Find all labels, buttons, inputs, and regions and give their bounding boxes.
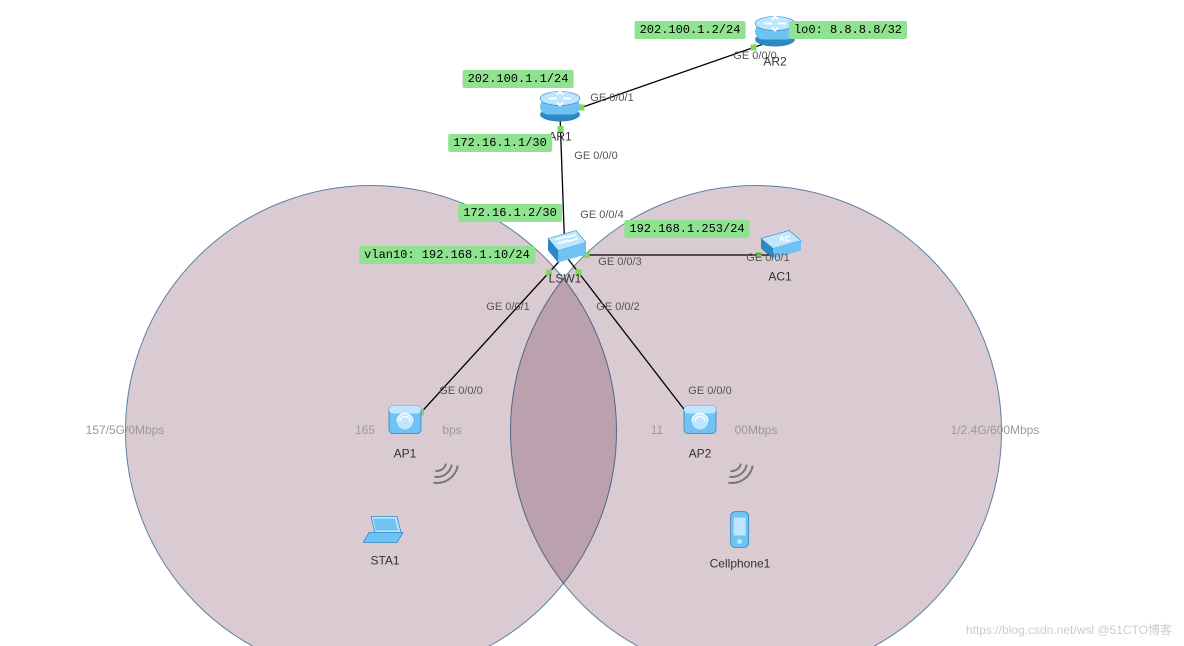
router-icon (537, 87, 583, 128)
port-label: GE 0/0/0 (733, 50, 776, 62)
ip-label: 192.168.1.253/24 (624, 220, 749, 238)
device-label: STA1 (363, 554, 407, 568)
port-label: GE 0/0/3 (598, 256, 641, 268)
radio-info-label: 11 (651, 423, 663, 437)
radio-info-label: 165 (355, 423, 375, 437)
ip-label: 202.100.1.2/24 (635, 21, 746, 39)
port-label: GE 0/0/1 (486, 301, 529, 313)
device-label: LSW1 (542, 272, 588, 286)
radio-info-label: 157/5G/0Mbps (86, 423, 165, 437)
radio-info-label: 1/2.4G/600Mbps (951, 423, 1040, 437)
phone-icon (728, 510, 752, 555)
port-label: GE 0/0/0 (439, 385, 482, 397)
radio-info-label: 00Mbps (735, 423, 778, 437)
switch-icon (542, 225, 588, 270)
port-label: GE 0/0/0 (574, 150, 617, 162)
device-label: Cellphone1 (710, 557, 771, 571)
port-label: GE 0/0/4 (580, 209, 623, 221)
port-label: GE 0/0/2 (596, 301, 639, 313)
port-label: GE 0/0/0 (688, 385, 731, 397)
device-lsw1[interactable]: LSW1 (542, 225, 588, 286)
ap-icon (385, 400, 425, 445)
device-cp1[interactable]: Cellphone1 (710, 510, 771, 571)
ip-label: 172.16.1.2/30 (458, 204, 562, 222)
port-label: GE 0/0/1 (590, 92, 633, 104)
svg-text:AC: AC (779, 235, 791, 244)
ip-label: vlan10: 192.168.1.10/24 (359, 246, 535, 264)
ip-label: 202.100.1.1/24 (463, 70, 574, 88)
ap-icon (680, 400, 720, 445)
watermark: https://blog.csdn.net/wsl @51CTO博客 (966, 621, 1172, 638)
radio-info-label: bps (442, 423, 461, 437)
laptop-icon (363, 513, 407, 552)
topology-canvas: AR1 AR2 LSW1 AC AC1 (0, 0, 1184, 646)
ip-label: 172.16.1.1/30 (448, 134, 552, 152)
device-sta1[interactable]: STA1 (363, 513, 407, 568)
port-label: GE 0/0/1 (746, 252, 789, 264)
ip-label: lo0: 8.8.8.8/32 (789, 21, 907, 39)
device-label: AC1 (757, 270, 803, 284)
